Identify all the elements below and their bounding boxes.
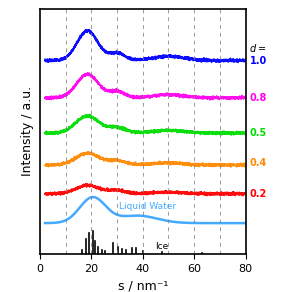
Y-axis label: Intensity / a.u.: Intensity / a.u.: [21, 86, 34, 176]
Text: 1.0: 1.0: [250, 56, 267, 66]
Text: Ice: Ice: [156, 242, 169, 251]
Text: 0.8: 0.8: [250, 93, 267, 103]
Text: 0.5: 0.5: [250, 128, 267, 138]
X-axis label: s / nm⁻¹: s / nm⁻¹: [118, 279, 168, 292]
Text: 0.4: 0.4: [250, 158, 267, 168]
Text: $d=$: $d=$: [250, 42, 267, 54]
Text: Liquid Water: Liquid Water: [119, 202, 177, 211]
Text: 0.2: 0.2: [250, 189, 267, 199]
